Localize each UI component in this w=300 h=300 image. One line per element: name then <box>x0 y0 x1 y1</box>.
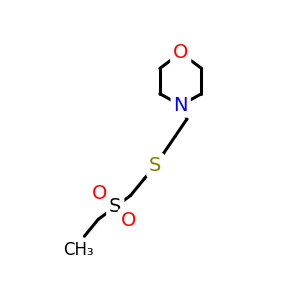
Text: O: O <box>92 184 107 203</box>
Text: S: S <box>149 156 161 175</box>
Text: S: S <box>109 197 122 216</box>
Text: O: O <box>121 211 136 230</box>
Text: CH₃: CH₃ <box>63 241 94 259</box>
Text: N: N <box>173 96 188 115</box>
Text: O: O <box>173 44 188 62</box>
